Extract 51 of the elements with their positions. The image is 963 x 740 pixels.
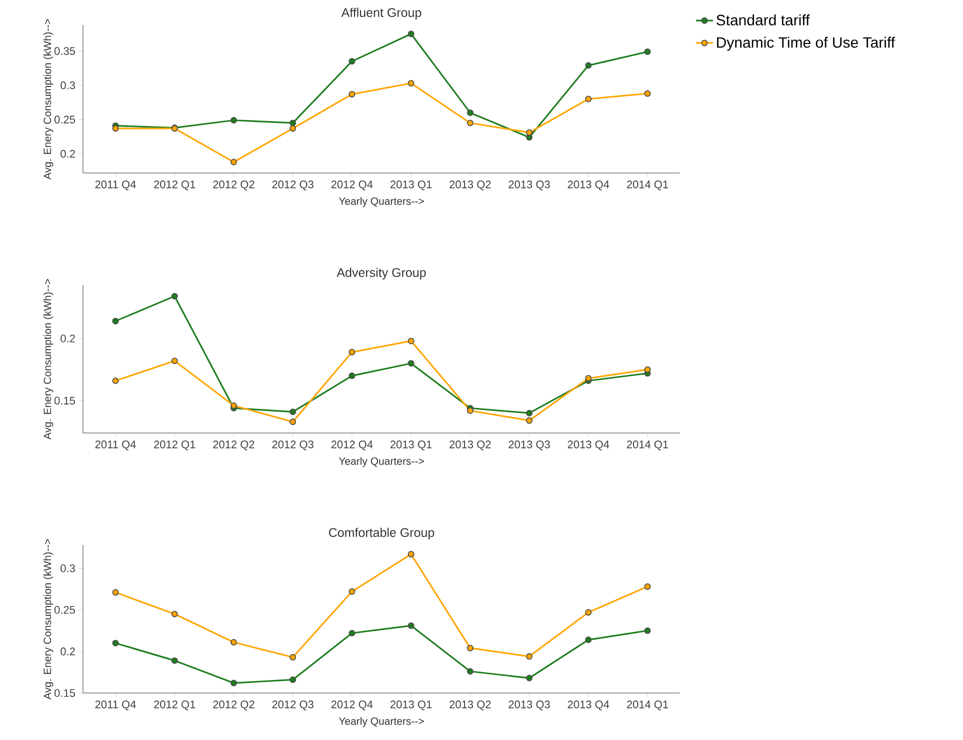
x-tick-label: 2013 Q3 — [508, 180, 550, 190]
x-tick-label: 2012 Q2 — [213, 700, 254, 710]
chart-title: Comfortable Group — [328, 528, 434, 540]
x-axis-title: Yearly Quarters--> — [338, 457, 424, 467]
y-tick-label: 0.15 — [54, 689, 75, 697]
x-tick-label: 2012 Q4 — [331, 700, 373, 710]
x-tick-label: 2012 Q1 — [154, 700, 196, 710]
x-tick-label: 2013 Q4 — [568, 700, 610, 710]
x-axis-title: Yearly Quarters--> — [338, 197, 424, 207]
x-tick-label: 2013 Q4 — [568, 440, 610, 450]
x-tick-label: 2012 Q3 — [272, 440, 314, 450]
x-tick-label: 2011 Q4 — [95, 440, 136, 450]
x-tick-label: 2012 Q3 — [272, 700, 314, 710]
legend-label: Dynamic Time of Use Tariff — [717, 36, 896, 51]
x-tick-label: 2013 Q2 — [450, 180, 491, 190]
y-tick-label: 0.2 — [60, 150, 75, 158]
x-tick-label: 2013 Q3 — [508, 700, 550, 710]
chart-title: Affluent Group — [341, 8, 422, 20]
y-tick-label: 0.2 — [60, 334, 75, 342]
x-tick-label: 2011 Q4 — [95, 180, 136, 190]
y-axis-title: Avg. Enery Consumption (kWh)--> — [43, 279, 54, 440]
legend-label: Standard tariff — [716, 14, 810, 26]
x-tick-label: 2012 Q4 — [331, 180, 373, 190]
y-axis-title: Avg. Enery Consumption (kWh)--> — [43, 539, 54, 700]
x-tick-label: 2012 Q4 — [331, 440, 373, 450]
x-tick-label: 2014 Q1 — [626, 180, 668, 190]
chart-title: Adversity Group — [336, 268, 426, 280]
x-tick-label: 2011 Q4 — [95, 700, 136, 710]
x-tick-label: 2013 Q1 — [390, 180, 432, 190]
y-axis-title: Avg. Enery Consumption (kWh)--> — [43, 19, 54, 180]
x-tick-label: 2013 Q2 — [450, 700, 491, 710]
x-tick-label: 2013 Q1 — [390, 440, 432, 450]
y-tick-label: 0.15 — [54, 396, 75, 405]
x-tick-label: 2013 Q3 — [508, 440, 550, 450]
x-tick-label: 2012 Q3 — [272, 180, 314, 190]
x-tick-label: 2013 Q4 — [568, 180, 610, 190]
x-tick-label: 2012 Q2 — [213, 180, 254, 190]
x-tick-label: 2012 Q1 — [154, 180, 196, 190]
x-tick-label: 2013 Q2 — [450, 440, 491, 450]
x-tick-label: 2013 Q1 — [390, 700, 432, 710]
y-tick-label: 0.3 — [60, 81, 75, 90]
x-tick-label: 2012 Q1 — [154, 440, 196, 450]
x-tick-label: 2014 Q1 — [626, 440, 668, 450]
y-tick-label: 0.25 — [54, 606, 75, 614]
x-tick-label: 2012 Q2 — [213, 440, 254, 450]
y-tick-label: 0.35 — [54, 47, 75, 55]
x-tick-label: 2014 Q1 — [626, 700, 668, 710]
x-axis-title: Yearly Quarters--> — [338, 717, 424, 727]
y-tick-label: 0.25 — [54, 116, 75, 124]
y-tick-label: 0.3 — [60, 564, 75, 572]
y-tick-label: 0.2 — [60, 648, 75, 656]
